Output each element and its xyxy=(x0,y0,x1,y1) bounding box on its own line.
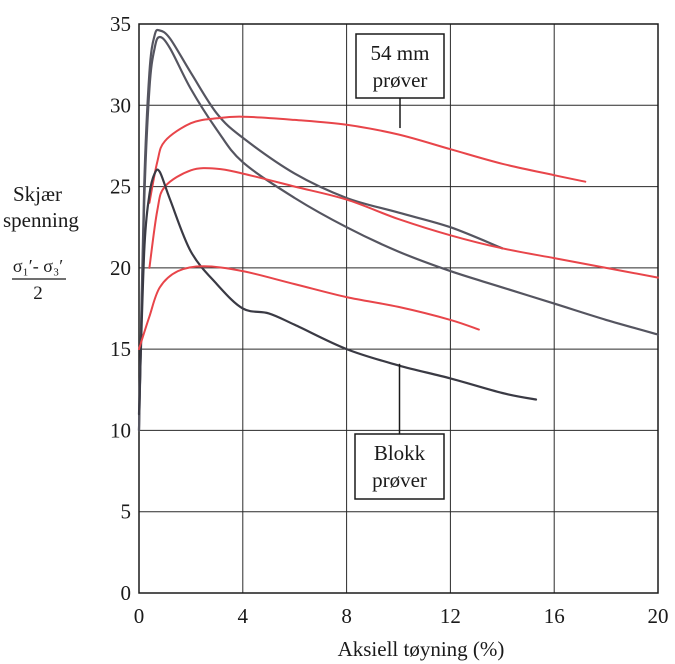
y-tick-label-1: 5 xyxy=(121,500,132,524)
x-tick-label-1: 4 xyxy=(238,604,249,628)
y-axis-title-line-2: spenning xyxy=(3,208,79,232)
y-axis-title-line-1: Skjær xyxy=(13,182,62,206)
y-axis-formula-numerator: σ₁′- σ₃′ xyxy=(13,256,63,276)
annotation-text-0-0: 54 mm xyxy=(371,41,430,65)
annotations: 54 mm prøver Blokk prøver xyxy=(354,33,445,500)
series-line-1 xyxy=(137,35,660,432)
series-line-0 xyxy=(137,28,504,432)
x-axis-title: Aksiell tøyning (%) xyxy=(338,637,505,661)
y-tick-label-4: 20 xyxy=(110,256,131,280)
series-line-2 xyxy=(148,115,587,204)
y-tick-label-7: 35 xyxy=(110,12,131,36)
x-tick-label-0: 0 xyxy=(134,604,145,628)
annotation-text-0-1: prøver xyxy=(373,68,428,92)
plot-frame xyxy=(138,23,659,594)
tick-labels: 0 4 8 12 16 20 0 5 10 15 20 25 30 35 xyxy=(110,12,669,628)
curves xyxy=(137,28,660,432)
y-tick-label-0: 0 xyxy=(121,581,132,605)
annotation-text-1-1: prøver xyxy=(372,468,427,492)
x-tick-label-2: 8 xyxy=(341,604,352,628)
x-tick-label-4: 16 xyxy=(544,604,565,628)
y-tick-label-6: 30 xyxy=(110,93,131,117)
series-line-5 xyxy=(138,265,480,351)
series-line-4 xyxy=(137,168,538,416)
y-tick-label-5: 25 xyxy=(110,175,131,199)
y-axis-formula-denominator: 2 xyxy=(33,283,43,304)
x-tick-label-3: 12 xyxy=(440,604,461,628)
annotation-box-1 xyxy=(354,433,445,500)
series-line-3 xyxy=(148,167,659,279)
x-tick-label-5: 20 xyxy=(648,604,669,628)
y-tick-label-2: 10 xyxy=(110,418,131,442)
annotation-text-1-0: Blokk xyxy=(374,441,426,465)
y-tick-label-3: 15 xyxy=(110,337,131,361)
annotation-box-0 xyxy=(355,33,445,99)
grid-lines xyxy=(138,23,659,594)
